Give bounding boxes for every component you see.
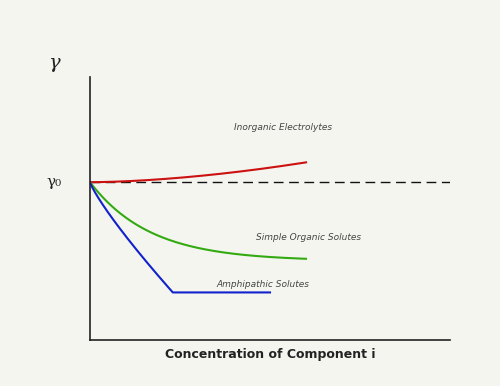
Text: γ: γ: [48, 54, 60, 72]
Text: Amphipathic Solutes: Amphipathic Solutes: [216, 280, 309, 289]
Text: Inorganic Electrolytes: Inorganic Electrolytes: [234, 123, 332, 132]
Text: γ₀: γ₀: [46, 175, 62, 189]
Text: Simple Organic Solutes: Simple Organic Solutes: [256, 233, 360, 242]
X-axis label: Concentration of Component i: Concentration of Component i: [165, 348, 375, 361]
